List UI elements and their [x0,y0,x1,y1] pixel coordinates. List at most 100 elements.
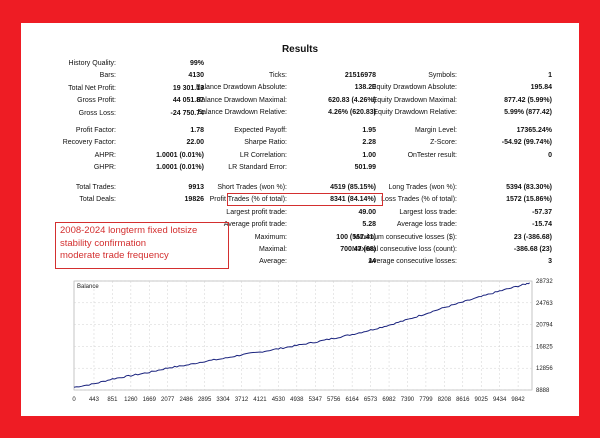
col2c-label-3: Average profit trade: [223,221,287,229]
col3-label-0: Symbols: [428,72,457,79]
col2c-value-0: 4519 (85.15%) [330,184,376,191]
x-tick-label: 9025 [475,397,489,403]
col1c-value-0: 9913 [188,184,204,191]
col1b-label-0: Profit Factor: [75,127,116,134]
col1c-label-1: Total Deals: [79,196,116,204]
col2-value-3: 4.26% (620.83) [328,109,376,117]
x-tick-label: 5347 [309,397,323,403]
note-line-3: moderate trade frequency [60,250,169,261]
x-tick-label: 5756 [327,397,341,403]
x-tick-label: 1669 [143,397,157,403]
col3c-value-2: -57.37 [532,208,552,216]
col3b-value-0: 17365.24% [516,127,552,134]
x-tick-label: 4121 [253,397,267,403]
col3c-value-0: 5394 (83.30%) [506,184,552,191]
col2c-value-1: 8341 (84.14%) [330,196,376,204]
x-tick-label: 2077 [161,397,175,403]
col3c-label-2: Largest loss trade: [399,208,457,216]
y-tick-label: 24763 [536,301,553,307]
col3b-value-1: -54.92 (99.74%) [501,139,552,147]
y-tick-label: 20794 [536,323,553,329]
col1-label-2: Total Net Profit: [68,84,116,92]
col2-label-3: Balance Drawdown Relative: [197,109,288,117]
col3c-label-1: Loss Trades (% of total): [381,196,457,204]
col2b-label-0: Expected Payoff: [234,127,287,134]
col2c-label-1: Profit Trades (% of total): [209,196,287,204]
col3-value-1: 195.84 [530,84,552,92]
col3c-value-4: 23 (-386.68) [513,233,552,241]
col3b-label-2: OnTester result: [407,151,457,159]
col3c-value-5: -386.68 (23) [513,246,552,253]
y-tick-label: 28732 [536,279,553,285]
x-tick-label: 7799 [419,397,433,403]
col1b-value-3: 1.0001 (0.01%) [156,164,204,172]
col2c-value-3: 5.28 [362,221,376,229]
col2-value-1: 138.20 [354,84,376,92]
note-line-1: 2008-2024 longterm fixed lotsize [60,225,198,236]
col1-value-1: 4130 [188,72,204,80]
x-tick-label: 7390 [401,397,415,403]
col1b-label-3: GHPR: [93,164,116,172]
col2c-label-2: Largest profit trade: [226,208,287,216]
x-tick-label: 3712 [235,397,249,403]
profit-trades-highlight [227,192,383,206]
col3-value-0: 1 [548,72,552,79]
col2b-label-1: Sharpe Ratio: [244,139,287,147]
x-tick-label: 4530 [272,397,286,403]
col1-value-4: -24 750.74 [170,109,204,117]
col3-label-1: Equity Drawdown Absolute: [371,84,457,92]
col2-value-2: 620.83 (4.26%) [328,96,376,104]
x-tick-label: 8616 [456,397,470,403]
col1c-label-0: Total Trades: [75,184,116,191]
col2c-label-0: Short Trades (won %): [217,184,287,191]
x-tick-label: 6982 [382,397,396,403]
col2c-label-5: Maximal: [258,246,287,253]
col3b-value-2: 0 [548,151,552,159]
results-panel: Results History Quality: 99% Bars: 4130 Tota… [21,23,579,416]
col3c-label-6: Average consecutive losses: [368,258,457,266]
x-tick-label: 9434 [493,397,507,403]
col1-label-1: Bars: [99,72,116,80]
x-tick-label: 851 [107,397,118,403]
col2-label-1: Balance Drawdown Absolute: [195,84,287,92]
col1b-label-2: AHPR: [94,151,116,159]
col2b-label-3: LR Standard Error: [228,164,287,172]
x-tick-label: 6164 [345,397,359,403]
x-tick-label: 443 [89,397,100,403]
results-title: Results [281,44,319,55]
col3b-label-0: Margin Level: [414,127,457,134]
col3c-label-5: Maximal consecutive loss (count): [351,246,457,253]
col3-value-2: 877.42 (5.99%) [504,96,552,104]
x-tick-label: 9842 [511,397,525,403]
annotation-note: 2008-2024 longterm fixed lotsize stabili… [55,222,229,269]
col2-label-2: Balance Drawdown Maximal: [196,96,287,104]
balance-chart-svg: 28732 24763 20794 16825 12856 8888 0 443 851 1260… [72,279,553,403]
col1-label-0: History Quality: [68,60,116,67]
x-tick-label: 2895 [198,397,212,403]
col1b-value-2: 1.0001 (0.01%) [156,151,204,159]
col3c-label-0: Long Trades (won %): [388,184,457,191]
x-tick-label: 6573 [364,397,378,403]
x-tick-label: 8208 [438,397,452,403]
x-tick-label: 2486 [179,397,193,403]
col1-value-3: 44 051.87 [172,97,204,105]
col1c-value-1: 19826 [184,196,204,204]
col3c-label-4: Maximum consecutive losses ($): [353,233,457,241]
col2-value-0: 21516978 [344,72,376,79]
col2c-value-2: 49.00 [358,208,376,216]
x-tick-label: 1260 [124,397,138,403]
x-tick-label: 0 [72,397,76,403]
col2b-value-0: 1.95 [362,127,376,134]
y-tick-label: 12856 [536,366,553,372]
col2b-label-2: LR Correlation: [239,151,287,159]
y-tick-label: 8888 [536,388,550,394]
col3-value-3: 5.99% (877.42) [504,109,552,117]
col1-value-0: 99% [189,60,204,67]
balance-series-line [73,282,530,388]
col1-value-2: 19 301.13 [172,84,204,92]
col1b-label-1: Recovery Factor: [62,139,116,147]
chart-title: Balance [77,284,99,290]
col3c-value-1: 1572 (15.86%) [506,196,552,204]
col1-label-3: Gross Profit: [77,97,116,105]
col1b-value-0: 1.78 [190,127,204,134]
